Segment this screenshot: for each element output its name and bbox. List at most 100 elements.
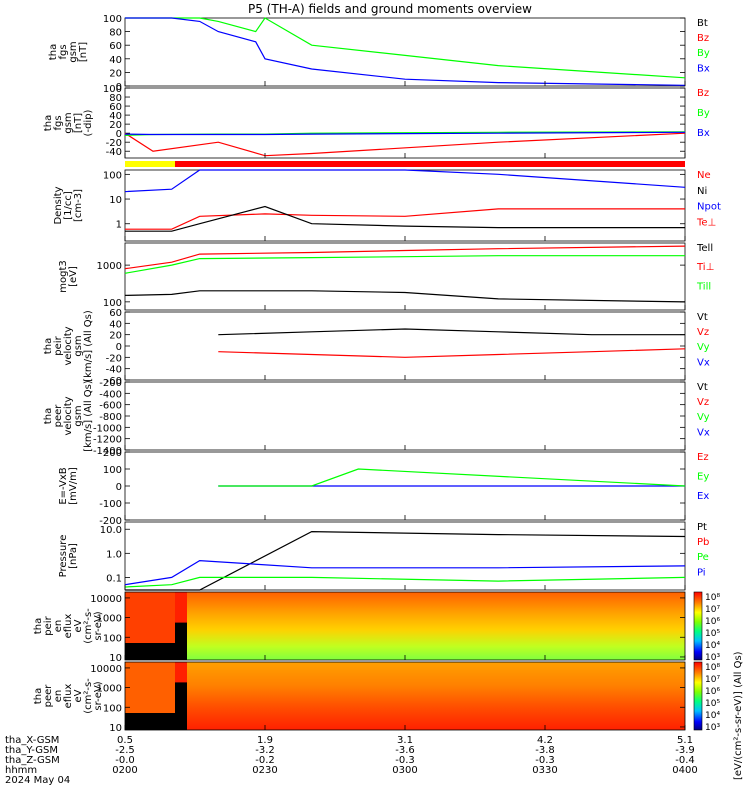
series-pi: [124, 559, 686, 586]
spectrogram-gap-top: [175, 592, 187, 623]
panel-frame: [124, 17, 686, 87]
y-tick-label: -40: [106, 147, 122, 158]
legend-te-: Te⊥: [696, 217, 716, 228]
series-ni: [125, 205, 685, 232]
colorbar-bottom: [693, 661, 703, 731]
legend-npot: Npot: [697, 202, 721, 213]
spectrogram-fill: [125, 592, 685, 660]
y-axis-label: [km/s] (All Qs): [83, 310, 94, 382]
colorbar-tick-label: 10³: [705, 653, 720, 663]
y-axis-label: peer: [53, 404, 64, 428]
y-axis-label: tha: [43, 338, 54, 354]
legend-till: Till: [696, 281, 711, 292]
y-tick-label: -60: [106, 376, 122, 387]
panel-frame: [124, 242, 686, 311]
y-tick-label: -200: [99, 378, 122, 389]
time-axis-value: -0.3: [535, 755, 555, 766]
colorbar-tick-label: 10⁶: [705, 617, 720, 627]
y-tick-label: 40: [109, 55, 122, 66]
spectrogram-gap-low: [125, 643, 175, 660]
time-axis-value: -3.9: [675, 745, 695, 756]
spectrogram-fill: [125, 662, 685, 730]
y-tick-label: 40: [109, 111, 122, 122]
y-tick-label: -1400: [93, 446, 122, 457]
spectrogram-gap-low: [125, 713, 175, 730]
y-axis-label: velocity: [63, 396, 74, 435]
y-axis-label: [nT]: [73, 113, 84, 133]
y-tick-label: 80: [109, 93, 122, 104]
y-tick-label: 0: [116, 482, 122, 493]
y-tick-label: -400: [99, 389, 122, 400]
panel-8: 10.0 1.0 0.1 Pressure [nPa] Pt Pb Pe Pi: [58, 521, 709, 591]
y-tick-label: 60: [109, 41, 122, 52]
y-axis-label: velocity: [63, 326, 74, 365]
time-axis-value: 4.2: [537, 735, 553, 746]
chart-title: P5 (TH-A) fields and ground moments over…: [248, 2, 532, 16]
legend-bz: Bz: [697, 88, 709, 99]
legend-vy: Vy: [697, 412, 710, 423]
y-tick-label: 100: [103, 703, 122, 714]
legend-ne: Ne: [697, 170, 711, 181]
y-axis-label: [nPa]: [68, 543, 79, 569]
y-tick-label: 100: [103, 298, 122, 309]
y-tick-label: 10000: [90, 664, 122, 675]
y-tick-label: 60: [109, 308, 122, 319]
time-axis-value: -0.0: [115, 755, 135, 766]
y-tick-label: -200: [99, 516, 122, 527]
y-axis-label: gsm: [68, 41, 79, 62]
y-axis-label: gsm: [63, 112, 74, 133]
panel-frame: [124, 311, 686, 381]
panel-frame: [124, 381, 686, 451]
y-axis-label: [km/s] (All Qs): [83, 380, 94, 452]
colorbar-tick-label: 10³: [705, 723, 720, 733]
y-axis-label: gsm: [73, 405, 84, 426]
y-axis-label: tha: [43, 115, 54, 131]
y-tick-label: -20: [106, 138, 122, 149]
legend-by: By: [697, 108, 710, 119]
y-axis-label: [mV/m]: [68, 467, 79, 505]
legend-vt: Vt: [697, 382, 708, 393]
y-tick-label: 100: [103, 170, 122, 181]
time-axis-value: 0330: [532, 765, 557, 776]
colorbar-tick-label: 10⁵: [705, 699, 720, 709]
legend-vx: Vx: [697, 427, 710, 438]
y-axis-label: eV: [73, 689, 84, 702]
y-tick-label: 20: [109, 68, 122, 79]
legend-bz: Bz: [697, 33, 709, 44]
y-axis-label: en: [53, 690, 64, 703]
legend-ey: Ey: [697, 471, 709, 482]
time-axis-value: -3.6: [395, 745, 415, 756]
y-axis-label: (cm²-s-: [83, 608, 94, 644]
y-axis-label: peir: [43, 615, 54, 635]
time-axis-value: -0.4: [675, 755, 695, 766]
y-tick-label: -800: [99, 412, 122, 423]
time-axis-row-label: tha_X-GSM: [5, 735, 59, 746]
y-axis-label: [nT]: [78, 42, 89, 62]
y-tick-label: 100: [103, 84, 122, 95]
y-tick-label: 20: [109, 331, 122, 342]
y-axis-label: en: [53, 620, 64, 633]
legend-bx: Bx: [697, 63, 710, 74]
time-axis-value: -0.2: [255, 755, 275, 766]
panel-6: -200-400-600-800-1000-1200-1400 tha peer ve…: [43, 378, 710, 457]
y-axis-label: eflux: [63, 684, 74, 709]
y-tick-label: 1000: [97, 614, 122, 625]
y-tick-label: -1000: [93, 423, 122, 434]
y-tick-label: 100: [103, 633, 122, 644]
colorbar-tick-label: 10⁷: [705, 605, 720, 615]
y-tick-label: 1: [116, 220, 122, 231]
y-axis-label: eV: [73, 619, 84, 632]
colorbar-tick-label: 10⁶: [705, 687, 720, 697]
y-axis-label: peer: [43, 684, 54, 708]
colorbar-top: [693, 591, 703, 661]
y-tick-label: 60: [109, 102, 122, 113]
legend-bt: Bt: [697, 18, 708, 29]
spectrogram-gap-top: [175, 662, 187, 683]
time-axis-date: 2024 May 04: [5, 775, 70, 786]
y-axis-label: tha: [33, 688, 44, 704]
legend-vz: Vz: [697, 327, 709, 338]
legend-pb: Pb: [697, 537, 709, 548]
y-axis-label: tha: [33, 618, 44, 634]
legend-ez: Ez: [697, 452, 709, 463]
